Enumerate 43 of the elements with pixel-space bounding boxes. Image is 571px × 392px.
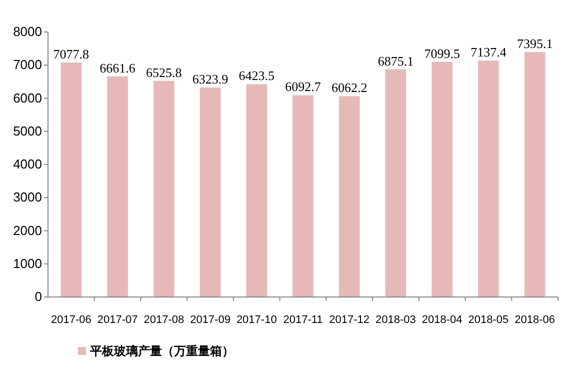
bar [292, 95, 314, 297]
y-tick-label: 4000 [13, 156, 42, 172]
y-tick-label: 6000 [13, 90, 42, 106]
x-tick-label: 2017-09 [190, 314, 230, 326]
y-tick-label: 3000 [13, 190, 42, 205]
x-tick-label: 2018-05 [468, 314, 509, 326]
x-tick-label: 2017-12 [329, 314, 370, 326]
data-label: 7395.1 [516, 36, 553, 52]
y-tick-label: 8000 [13, 24, 42, 39]
data-label: 7077.8 [53, 46, 90, 62]
legend-label: 平板玻璃产量（万重量箱） [89, 344, 234, 358]
x-tick-label: 2017-10 [236, 314, 277, 326]
bar [153, 80, 174, 297]
bar [246, 84, 268, 297]
bar [338, 96, 360, 297]
x-tick-label: 2018-03 [376, 314, 416, 326]
bar [524, 52, 546, 297]
bar [478, 60, 499, 297]
x-tick-label: 2017-06 [50, 314, 92, 326]
x-tick-label: 2017-11 [283, 314, 323, 326]
data-label: 6661.6 [100, 60, 136, 76]
bar [200, 88, 221, 297]
bar [107, 76, 128, 297]
x-tick-label: 2017-08 [144, 314, 184, 326]
y-tick-label: 7000 [13, 57, 42, 72]
bar [385, 69, 406, 297]
data-label: 6423.5 [238, 68, 275, 84]
data-label: 6525.8 [146, 64, 182, 80]
y-tick-label: 1000 [13, 256, 42, 271]
y-tick-label: 0 [34, 289, 42, 304]
bar [60, 62, 82, 297]
data-label: 6062.2 [331, 80, 368, 96]
data-label: 7137.4 [470, 44, 507, 60]
y-tick-label: 5000 [13, 123, 42, 138]
x-tick-label: 2017-07 [97, 314, 138, 326]
y-tick-label: 2000 [13, 222, 42, 238]
bar [432, 62, 453, 297]
data-label: 6323.9 [192, 72, 228, 87]
x-tick-label: 2018-04 [422, 314, 462, 326]
data-label: 6875.1 [378, 53, 414, 68]
data-label: 7099.5 [424, 46, 460, 61]
x-tick-label: 2018-06 [514, 314, 556, 326]
data-label: 6092.7 [285, 79, 322, 94]
